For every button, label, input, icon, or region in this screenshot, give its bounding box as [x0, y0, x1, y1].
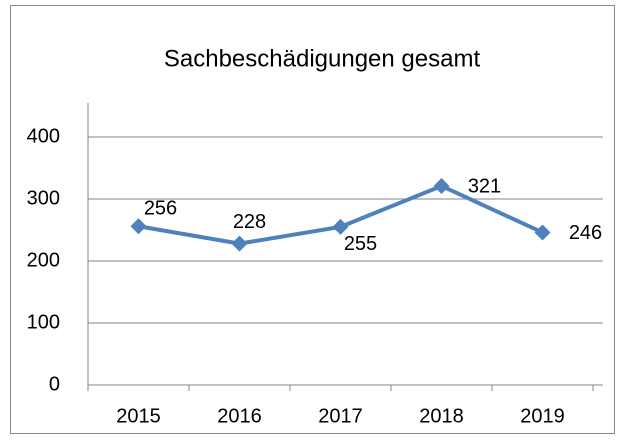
x-tick-label: 2019: [520, 405, 565, 427]
chart-title: Sachbeschädigungen gesamt: [164, 45, 481, 72]
y-tick-label: 0: [49, 373, 60, 395]
data-label: 255: [344, 233, 377, 255]
data-label: 228: [233, 211, 266, 233]
y-tick-label: 400: [27, 125, 60, 147]
y-tick-label: 100: [27, 311, 60, 333]
data-label: 256: [144, 198, 177, 220]
x-tick-label: 2015: [116, 405, 161, 427]
x-tick-label: 2018: [419, 405, 464, 427]
data-label: 321: [468, 175, 501, 197]
marker: [534, 224, 551, 241]
marker: [433, 177, 450, 194]
y-tick-label: 200: [27, 249, 60, 271]
x-tick-label: 2016: [217, 405, 262, 427]
x-tick-label: 2017: [318, 405, 363, 427]
marker: [231, 235, 248, 252]
data-label: 246: [569, 222, 602, 244]
y-tick-label: 300: [27, 187, 60, 209]
marker: [130, 218, 147, 235]
marker: [332, 218, 349, 235]
